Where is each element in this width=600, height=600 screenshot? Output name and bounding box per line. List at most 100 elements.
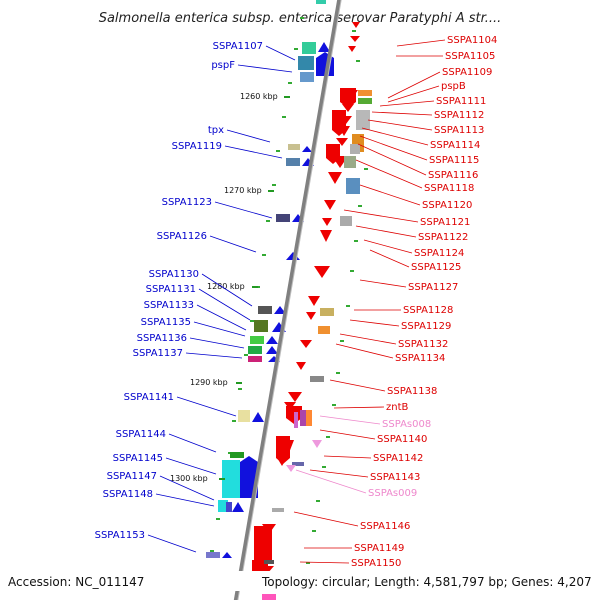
gene-box (306, 410, 312, 426)
genome-backbone-highlight (237, 0, 342, 600)
gene-leader-line (319, 415, 381, 425)
gene-label-left: SSPA1135 (141, 317, 191, 328)
strand-tick (350, 270, 354, 272)
strand-tick (250, 320, 254, 322)
gene-label-right: SSPA1116 (428, 170, 478, 181)
gene-leader-line (355, 225, 417, 238)
strand-tick (364, 168, 368, 170)
gene-box (238, 410, 250, 422)
rna-gene-arrow (312, 440, 322, 448)
gene-box (292, 462, 304, 466)
gene-box (276, 214, 290, 222)
gene-label-right: SSPA1146 (360, 521, 410, 532)
footer-background (0, 571, 600, 591)
gene-leader-line (323, 455, 372, 459)
strand-tick (232, 420, 236, 422)
gene-box (248, 356, 262, 362)
gene-label-right: SSPA1124 (414, 248, 464, 259)
gene-box (262, 594, 276, 600)
gene-label-left: SSPA1153 (95, 530, 145, 541)
gene-leader-line (189, 337, 245, 349)
forward-gene-arrow (274, 306, 286, 314)
gene-box (254, 320, 268, 332)
reverse-gene-arrow (288, 392, 302, 402)
gene-leader-line (176, 396, 237, 417)
strand-tick (276, 150, 280, 152)
gene-leader-line (209, 235, 257, 253)
reverse-gene-block (276, 436, 290, 464)
gene-leader-line (237, 64, 293, 73)
gene-label-left: SSPA1136 (137, 333, 187, 344)
gene-box (310, 376, 324, 382)
gene-box (328, 0, 334, 4)
gene-label-right: SSPA1120 (422, 200, 472, 211)
gene-label-right: SSPA1109 (442, 67, 492, 78)
gene-box (300, 72, 314, 82)
gene-label-left: tpx (208, 125, 224, 136)
gene-leader-line (193, 321, 246, 337)
gene-leader-line (361, 127, 429, 146)
strand-tick (356, 60, 360, 62)
strand-tick (306, 562, 310, 564)
strand-tick (238, 388, 242, 390)
gene-label-right: SSPA1132 (398, 339, 448, 350)
gene-label-left: SSPA1133 (144, 300, 194, 311)
forward-gene-arrow (266, 336, 278, 344)
gene-label-right: SSPA1140 (377, 434, 427, 445)
reverse-gene-block (254, 526, 272, 566)
gene-label-left: SSPA1148 (103, 489, 153, 500)
reverse-gene-block (326, 144, 340, 164)
gene-box (288, 144, 300, 150)
gene-box (340, 216, 352, 226)
gene-box (358, 98, 372, 104)
gene-box (344, 156, 356, 168)
rna-gene-label: SSPAs009 (368, 488, 417, 499)
gene-box (346, 178, 360, 194)
gene-label-right: SSPA1115 (429, 155, 479, 166)
gene-box (316, 0, 326, 4)
reverse-gene-block (340, 88, 356, 108)
gene-leader-line (359, 279, 407, 288)
gene-leader-line (371, 111, 433, 116)
strand-tick (262, 254, 266, 256)
gene-box (294, 412, 298, 428)
strand-tick (332, 404, 336, 406)
gene-leader-line (168, 433, 217, 453)
gene-label-right: SSPA1104 (447, 35, 497, 46)
gene-label-left: SSPA1141 (124, 392, 174, 403)
kbp-scale-label: 1300 kbp (170, 474, 208, 483)
reverse-gene-arrow (350, 36, 360, 42)
genome-backbone (233, 0, 342, 600)
gene-leader-line (359, 135, 428, 161)
strand-tick (288, 82, 292, 84)
gene-leader-line (198, 288, 251, 321)
gene-leader-line (329, 379, 386, 392)
strand-tick (266, 220, 270, 222)
gene-label-right: SSPA1149 (354, 543, 404, 554)
gene-label-right: SSPA1105 (445, 51, 495, 62)
forward-gene-arrow (302, 146, 312, 152)
gene-leader-line (299, 561, 350, 564)
gene-leader-line (201, 273, 253, 307)
reverse-gene-arrow (322, 218, 332, 226)
reverse-gene-arrow (324, 200, 336, 210)
kbp-scale-label: 1280 kbp (207, 282, 245, 291)
forward-gene-arrow (318, 42, 330, 52)
gene-leader-line (226, 129, 271, 143)
genome-summary-text: Topology: circular; Length: 4,581,797 bp… (261, 575, 592, 589)
gene-leader-line (295, 469, 367, 494)
gene-box (226, 502, 232, 512)
reverse-gene-arrow (352, 22, 360, 28)
reverse-gene-arrow (308, 296, 320, 306)
gene-leader-line (335, 343, 394, 359)
gene-label-right: SSPA1127 (408, 282, 458, 293)
gene-leader-line (185, 352, 243, 359)
gene-label-left: SSPA1123 (162, 197, 212, 208)
gene-label-right: pspB (441, 81, 466, 92)
gene-label-right: SSPA1128 (403, 305, 453, 316)
gene-leader-line (159, 475, 215, 501)
gene-box (264, 560, 274, 564)
gene-box (350, 144, 360, 154)
reverse-gene-arrow (296, 362, 306, 370)
